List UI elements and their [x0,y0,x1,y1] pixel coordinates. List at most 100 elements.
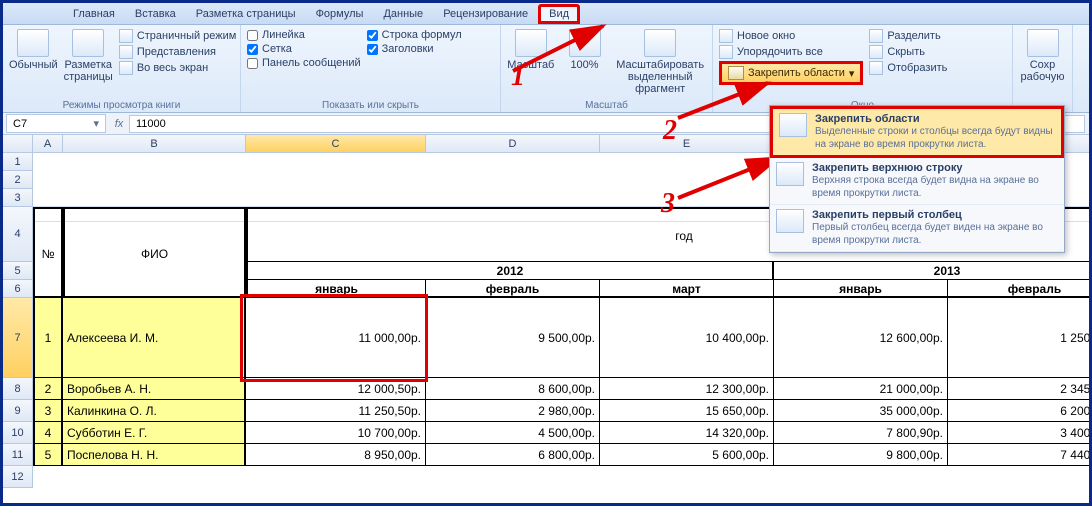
cell[interactable]: 1 [33,298,63,378]
cell[interactable]: 6 800,00р. [426,444,600,466]
cell[interactable]: 12 000,50р. [246,378,426,400]
cell[interactable]: март [600,280,774,298]
zoom100-button[interactable]: 100% [561,27,609,71]
row-header[interactable]: 8 [3,378,33,400]
select-all-button[interactable] [3,135,33,153]
pagelayout-view-button[interactable]: Разметка страницы [64,27,113,83]
tab-view[interactable]: Вид [538,4,580,24]
group-label-show: Показать или скрыть [247,99,494,112]
freeze-panes-option[interactable]: Закрепить областиВыделенные строки и сто… [770,106,1064,158]
column-header[interactable]: E [600,135,774,153]
save-workspace-button[interactable]: Сохр рабочую [1019,27,1066,83]
freeze-first-col-option[interactable]: Закрепить первый столбецПервый столбец в… [770,205,1064,252]
cell[interactable]: 4 500,00р. [426,422,600,444]
cell[interactable]: 2013 [774,262,1089,280]
normal-view-button[interactable]: Обычный [9,27,58,71]
msgbar-checkbox[interactable]: Панель сообщений [247,57,361,69]
cell[interactable]: 6 200,00р. [948,400,1089,422]
custom-views-button[interactable]: Представления [119,45,237,59]
cell[interactable]: Субботин Е. Г. [63,422,246,444]
cell[interactable]: Калинкина О. Л. [63,400,246,422]
cell[interactable]: 12 300,00р. [600,378,774,400]
cell[interactable]: 1 250,00р. [948,298,1089,378]
row-header[interactable]: 2 [3,171,33,189]
tab-pagelayout[interactable]: Разметка страницы [186,5,306,23]
cell[interactable]: 35 000,00р. [774,400,948,422]
unhide-button[interactable]: Отобразить [869,61,947,75]
row-header[interactable]: 9 [3,400,33,422]
row-header[interactable]: 7 [3,298,33,378]
cell[interactable]: 5 600,00р. [600,444,774,466]
column-header[interactable]: C [246,135,426,153]
cell[interactable]: 3 400,00р. [948,422,1089,444]
pagebreak-view-button[interactable]: Страничный режим [119,29,237,43]
cell[interactable]: Алексеева И. М. [63,298,246,378]
cell[interactable]: 9 500,00р. [426,298,600,378]
row-header[interactable]: 12 [3,466,33,488]
row-header[interactable]: 11 [3,444,33,466]
cell[interactable]: февраль [948,280,1089,298]
fx-icon[interactable]: fx [109,118,129,130]
cell[interactable]: 9 800,00р. [774,444,948,466]
formulabar-checkbox[interactable]: Строка формул [367,29,462,41]
row-header[interactable]: 6 [3,280,33,298]
tab-review[interactable]: Рецензирование [433,5,538,23]
fullscreen-button[interactable]: Во весь экран [119,61,237,75]
cell[interactable]: 7 800,90р. [774,422,948,444]
cell[interactable]: 2 [33,378,63,400]
cell[interactable]: Воробьев А. Н. [63,378,246,400]
cell[interactable]: 7 440,00р. [948,444,1089,466]
cell[interactable]: 21 000,00р. [774,378,948,400]
cell[interactable]: 12 600,00р. [774,298,948,378]
freeze-top-row-icon [776,162,804,186]
new-window-button[interactable]: Новое окно [719,29,863,43]
name-box[interactable]: C7▾ [6,114,106,133]
cell[interactable]: 2012 [246,262,774,280]
ruler-checkbox[interactable]: Линейка [247,29,361,41]
cell[interactable]: ФИО [63,207,246,298]
cell[interactable]: 5 [33,444,63,466]
cell[interactable]: 8 600,00р. [426,378,600,400]
cell[interactable]: 3 [33,400,63,422]
row-header[interactable]: 1 [3,153,33,171]
hide-button[interactable]: Скрыть [869,45,947,59]
cell[interactable]: 15 650,00р. [600,400,774,422]
cell[interactable]: 11 000,00р. [246,298,426,378]
arrange-all-button[interactable]: Упорядочить все [719,45,863,59]
headings-checkbox[interactable]: Заголовки [367,43,462,55]
column-header[interactable]: A [33,135,63,153]
cell[interactable]: 10 700,00р. [246,422,426,444]
cell[interactable]: Поспелова Н. Н. [63,444,246,466]
freeze-first-col-icon [776,209,804,233]
cell[interactable]: 8 950,00р. [246,444,426,466]
freeze-panes-option-icon [779,113,807,137]
tab-home[interactable]: Главная [63,5,125,23]
cell[interactable]: 10 400,00р. [600,298,774,378]
chevron-down-icon: ▾ [93,117,99,130]
column-header[interactable]: B [63,135,246,153]
column-header[interactable]: D [426,135,600,153]
gridlines-checkbox[interactable]: Сетка [247,43,361,55]
zoom-selection-button[interactable]: Масштабировать выделенный фрагмент [614,27,706,95]
cell[interactable]: январь [774,280,948,298]
tab-formulas[interactable]: Формулы [306,5,374,23]
group-label-zoom: Масштаб [507,99,706,112]
cell[interactable]: 2 980,00р. [426,400,600,422]
row-header[interactable]: 5 [3,262,33,280]
split-button[interactable]: Разделить [869,29,947,43]
cell[interactable]: январь [246,280,426,298]
cell[interactable]: 2 345,00р. [948,378,1089,400]
freeze-top-row-option[interactable]: Закрепить верхнюю строкуВерхняя строка в… [770,158,1064,205]
tab-insert[interactable]: Вставка [125,5,186,23]
cell[interactable]: 14 320,00р. [600,422,774,444]
cell[interactable]: февраль [426,280,600,298]
row-header[interactable]: 10 [3,422,33,444]
row-header[interactable]: 3 [3,189,33,207]
cell[interactable]: № [33,207,63,298]
tab-data[interactable]: Данные [373,5,433,23]
freeze-panes-button[interactable]: Закрепить области▾ [719,61,863,85]
freeze-panes-icon [728,66,744,80]
row-header[interactable]: 4 [3,207,33,262]
cell[interactable]: 4 [33,422,63,444]
cell[interactable]: 11 250,50р. [246,400,426,422]
